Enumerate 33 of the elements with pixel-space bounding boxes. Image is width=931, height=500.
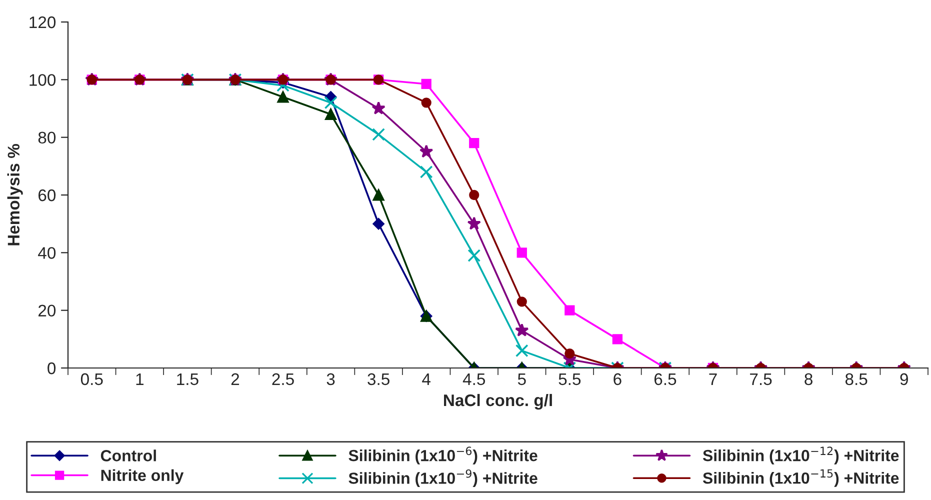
y-tick-label: 80	[38, 132, 56, 144]
legend-label: Control	[100, 450, 156, 462]
x-tick-label: 4	[422, 373, 430, 385]
y-tick-label: 0	[48, 362, 56, 374]
x-tick-label: 6.5	[654, 373, 676, 386]
x-tick-label: 7.5	[750, 373, 772, 386]
x-tick-label: 5	[518, 373, 526, 386]
x-tick-label: 3.5	[368, 373, 390, 386]
y-axis-title: Hemolysis %	[7, 144, 23, 246]
y-tick-label: 20	[38, 304, 56, 317]
x-tick-label: 6	[614, 373, 622, 386]
legend-label: Nitrite only	[101, 469, 184, 484]
x-axis-title: NaCl conc. g/l	[444, 394, 552, 410]
x-tick-label: 9	[900, 373, 908, 386]
legend-label: Silibinin (1x10$^{−15}$) +Nitrite	[702, 469, 899, 487]
x-tick-label: 4.5	[462, 373, 485, 386]
legend-label: Silibinin (1x10$^{−6}$) +Nitrite	[348, 446, 538, 464]
x-tick-label: 0.5	[80, 373, 103, 386]
y-tick-label: 120	[30, 16, 56, 28]
x-tick-label: 1	[136, 373, 144, 385]
x-tick-label: 5.5	[558, 373, 581, 386]
y-tick-label: 100	[30, 74, 56, 86]
legend-label: Silibinin (1x10$^{−9}$) +Nitrite	[348, 469, 538, 488]
x-tick-label: 8.5	[845, 373, 868, 386]
x-tick-label: 7	[709, 373, 717, 385]
x-tick-label: 1.5	[177, 373, 198, 386]
x-tick-label: 2.5	[272, 373, 294, 386]
x-tick-label: 2	[231, 373, 240, 385]
x-tick-label: 3	[326, 373, 335, 386]
x-tick-label: 8	[804, 373, 812, 386]
y-tick-label: 60	[38, 189, 56, 202]
legend-label: Silibinin (1x10$^{−12}$) +Nitrite	[702, 446, 899, 464]
y-tick-label: 40	[38, 247, 56, 259]
